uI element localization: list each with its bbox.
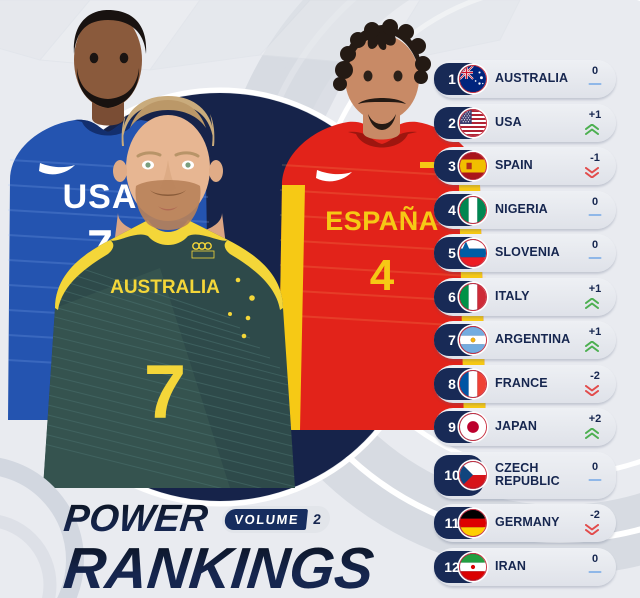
svg-text:USA: USA [63, 178, 138, 216]
svg-text:7: 7 [144, 350, 186, 435]
svg-text:AUSTRALIA: AUSTRALIA [110, 277, 220, 298]
svg-text:4: 4 [370, 251, 395, 300]
svg-text:ESPAÑA: ESPAÑA [325, 205, 439, 236]
